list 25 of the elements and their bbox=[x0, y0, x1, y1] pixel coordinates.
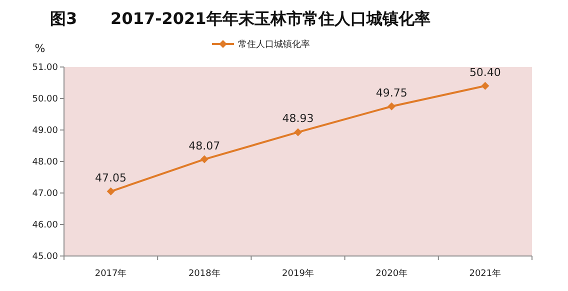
y-tick-label: 49.00 bbox=[32, 126, 58, 136]
y-tick-label: 51.00 bbox=[32, 63, 58, 74]
point bbox=[106, 187, 115, 196]
x-tick-label: 2019年 bbox=[282, 268, 314, 279]
point bbox=[388, 102, 396, 110]
text: 47.05 bbox=[95, 171, 127, 184]
y-tick-label: 45.00 bbox=[32, 252, 58, 262]
legend-label: 常住人口城镇化率 bbox=[238, 39, 310, 50]
point bbox=[200, 155, 208, 164]
y-tick-label: 48.00 bbox=[32, 158, 58, 168]
text: 49.75 bbox=[376, 86, 408, 100]
x-tick-label: 2018年 bbox=[188, 268, 220, 279]
y-tick-label: 46.00 bbox=[32, 220, 58, 231]
y-tick-label: 50.00 bbox=[32, 94, 58, 105]
point bbox=[481, 82, 490, 90]
y-tick-label: 47.00 bbox=[32, 189, 58, 200]
x-tick-label: 2021年 bbox=[469, 268, 502, 279]
text: 50.40 bbox=[469, 66, 501, 79]
x-tick-label: 2020年 bbox=[376, 268, 408, 279]
point bbox=[294, 128, 302, 136]
x-tick-label: 2017年 bbox=[94, 268, 127, 279]
chart-title: 图3 2017-2021年年末玉林市常住人口城镇化率 bbox=[50, 9, 430, 28]
text: 48.07 bbox=[188, 139, 220, 152]
y-axis-title: % bbox=[34, 42, 46, 55]
text: 48.93 bbox=[282, 112, 314, 126]
